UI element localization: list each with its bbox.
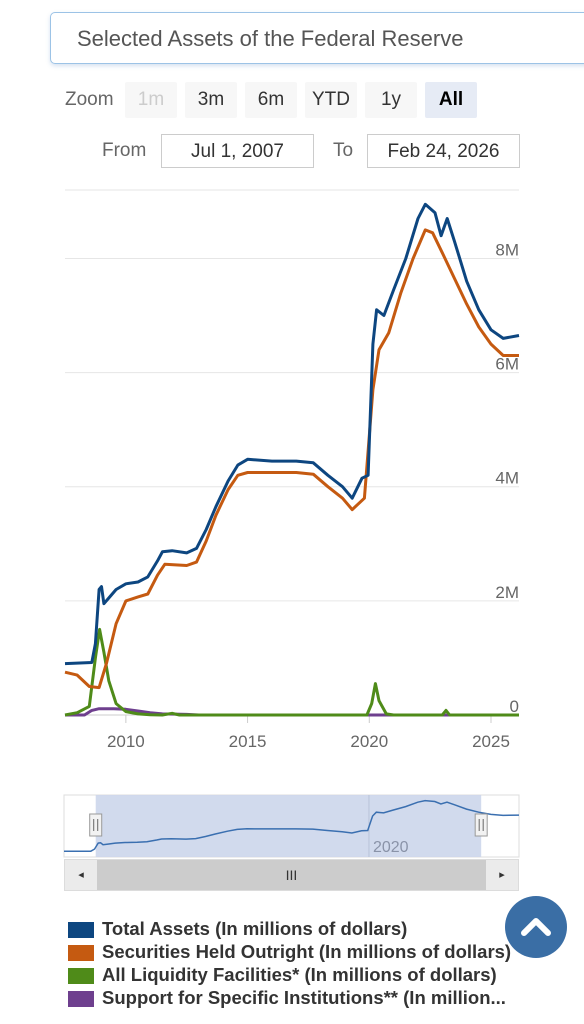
zoom-1m-button[interactable]: 1m (125, 82, 177, 118)
line-chart: 0 2M 4M 6M 8M 2010 2015 2020 2025 (64, 189, 520, 751)
legend-swatch (68, 968, 94, 984)
handle-box (89, 813, 103, 837)
y-tick-label: 0 (510, 697, 519, 716)
x-tick-label: 2010 (107, 732, 145, 751)
x-tick-label: 2025 (472, 732, 510, 751)
zoom-6m-button[interactable]: 6m (245, 82, 297, 118)
legend-label: All Liquidity Facilities* (In millions o… (102, 964, 497, 985)
zoom-3m-button[interactable]: 3m (185, 82, 237, 118)
navigator-right-handle (474, 813, 488, 837)
to-date-input[interactable]: Feb 24, 2026 (367, 134, 520, 168)
zoom-1y-button[interactable]: 1y (365, 82, 417, 118)
legend-label: Securities Held Outright (In millions of… (102, 941, 512, 962)
legend-label: Total Assets (In millions of dollars) (102, 918, 408, 939)
legend-swatch (68, 945, 94, 961)
y-tick-label: 2M (495, 583, 519, 602)
from-label: From (102, 140, 147, 161)
zoom-all-button[interactable]: All (425, 82, 477, 118)
legend-swatch (68, 991, 94, 1007)
navigator-scrollbar[interactable]: ◂ III ▸ (64, 859, 519, 891)
navigator-selection (95, 795, 482, 857)
scroll-left-arrow-icon[interactable]: ◂ (65, 860, 97, 890)
handle-box (474, 813, 488, 837)
scrollbar-thumb[interactable]: III (97, 860, 486, 890)
zoom-label: Zoom (65, 89, 114, 110)
series-line-securities (64, 228, 519, 690)
y-tick-label: 6M (495, 355, 519, 374)
y-tick-label: 4M (495, 469, 519, 488)
series-line-total-assets (64, 202, 520, 666)
scroll-to-top-button[interactable] (505, 896, 567, 958)
legend-swatch (68, 922, 94, 938)
from-date-input[interactable]: Jul 1, 2007 (161, 134, 314, 168)
scroll-right-arrow-icon[interactable]: ▸ (486, 860, 518, 890)
chevron-up-icon (521, 918, 551, 936)
chart-title: Selected Assets of the Federal Reserve (77, 26, 464, 51)
chart-title-box[interactable]: Selected Assets of the Federal Reserve (50, 12, 584, 64)
navigator-chart[interactable]: 2020 (0, 790, 584, 860)
zoom-ytd-button[interactable]: YTD (305, 82, 357, 118)
legend-label: Support for Specific Institutions** (In … (102, 987, 506, 1008)
series-line-liquidity (64, 627, 519, 717)
to-label: To (333, 140, 354, 161)
x-tick-label: 2020 (350, 732, 388, 751)
x-tick-label: 2015 (229, 732, 267, 751)
navigator-tick-label: 2020 (373, 839, 409, 856)
y-tick-label: 8M (495, 240, 519, 259)
navigator-left-handle (89, 813, 103, 837)
navigator-series-line (63, 799, 520, 853)
